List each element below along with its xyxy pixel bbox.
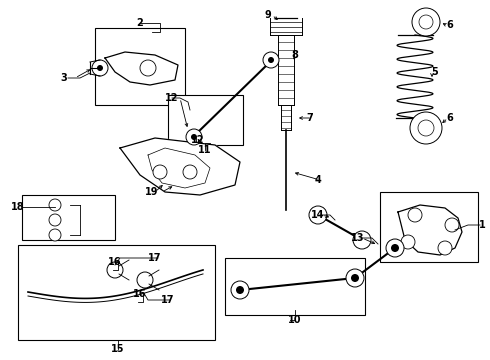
Text: 10: 10 bbox=[288, 315, 302, 325]
Circle shape bbox=[346, 269, 364, 287]
Circle shape bbox=[401, 235, 415, 249]
Text: 4: 4 bbox=[315, 175, 321, 185]
Circle shape bbox=[408, 208, 422, 222]
Polygon shape bbox=[398, 205, 462, 255]
Circle shape bbox=[140, 60, 156, 76]
Text: 9: 9 bbox=[265, 10, 271, 20]
Text: 5: 5 bbox=[432, 67, 439, 77]
Text: 7: 7 bbox=[307, 113, 314, 123]
Circle shape bbox=[153, 165, 167, 179]
Circle shape bbox=[438, 241, 452, 255]
Text: 17: 17 bbox=[148, 253, 162, 263]
Circle shape bbox=[231, 281, 249, 299]
Circle shape bbox=[445, 218, 459, 232]
Circle shape bbox=[309, 206, 327, 224]
Circle shape bbox=[391, 244, 399, 252]
Text: 6: 6 bbox=[446, 20, 453, 30]
Bar bbox=[18, 245, 215, 340]
Bar bbox=[95, 28, 185, 105]
Text: 16: 16 bbox=[108, 257, 122, 267]
Circle shape bbox=[236, 286, 244, 294]
Circle shape bbox=[137, 272, 153, 288]
Circle shape bbox=[386, 239, 404, 257]
Circle shape bbox=[412, 8, 440, 36]
Polygon shape bbox=[120, 138, 240, 195]
Text: 2: 2 bbox=[137, 18, 144, 28]
Text: 3: 3 bbox=[61, 73, 68, 83]
Circle shape bbox=[49, 229, 61, 241]
Circle shape bbox=[263, 52, 279, 68]
Text: 12: 12 bbox=[165, 93, 179, 103]
Polygon shape bbox=[105, 52, 178, 85]
Text: 14: 14 bbox=[311, 210, 325, 220]
Circle shape bbox=[107, 262, 123, 278]
Circle shape bbox=[49, 199, 61, 211]
Circle shape bbox=[97, 65, 103, 71]
Circle shape bbox=[183, 165, 197, 179]
Bar bbox=[22, 195, 115, 240]
Text: 8: 8 bbox=[292, 50, 298, 60]
Circle shape bbox=[268, 57, 274, 63]
Text: 6: 6 bbox=[446, 113, 453, 123]
Text: 15: 15 bbox=[111, 344, 125, 354]
Bar bbox=[168, 95, 243, 145]
Text: 12: 12 bbox=[191, 135, 205, 145]
Text: 11: 11 bbox=[198, 145, 212, 155]
Text: 18: 18 bbox=[11, 202, 25, 212]
Circle shape bbox=[418, 120, 434, 136]
Text: 1: 1 bbox=[479, 220, 486, 230]
Bar bbox=[225, 258, 365, 315]
Circle shape bbox=[191, 134, 197, 140]
Text: 13: 13 bbox=[351, 233, 365, 243]
Circle shape bbox=[92, 60, 108, 76]
Bar bbox=[380, 192, 478, 262]
Circle shape bbox=[186, 129, 202, 145]
Circle shape bbox=[49, 214, 61, 226]
Circle shape bbox=[410, 112, 442, 144]
Text: 17: 17 bbox=[161, 295, 175, 305]
Circle shape bbox=[419, 15, 433, 29]
Circle shape bbox=[353, 231, 371, 249]
Text: 16: 16 bbox=[133, 289, 147, 299]
Circle shape bbox=[351, 274, 359, 282]
Text: 19: 19 bbox=[145, 187, 159, 197]
